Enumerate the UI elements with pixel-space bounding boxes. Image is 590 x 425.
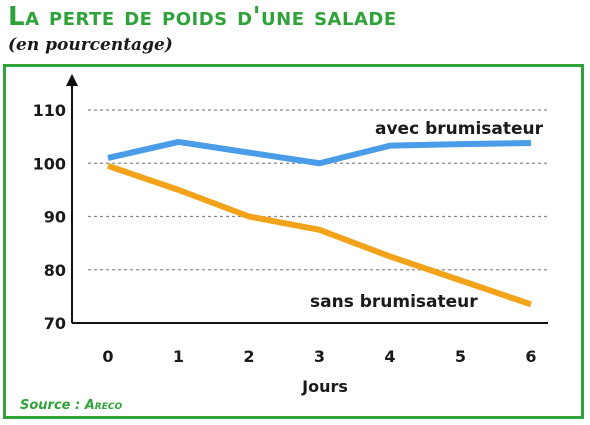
- x-tick-3: 3: [314, 347, 325, 366]
- x-tick-0: 0: [102, 347, 113, 366]
- x-tick-6: 6: [525, 347, 536, 366]
- chart-frame: [3, 64, 584, 419]
- y-tick-70: 70: [44, 314, 66, 333]
- y-tick-labels: 70 80 90 100 110: [33, 101, 66, 333]
- x-tick-labels: 0 1 2 3 4 5 6: [102, 347, 536, 366]
- x-tick-5: 5: [455, 347, 466, 366]
- x-tick-2: 2: [243, 347, 254, 366]
- series-label-avec-brumisateur: avec brumisateur: [375, 119, 544, 139]
- y-axis-arrow: [66, 74, 78, 86]
- source-prefix: Source :: [20, 398, 81, 413]
- y-tick-80: 80: [44, 261, 66, 280]
- x-tick-4: 4: [384, 347, 395, 366]
- x-axis-title: Jours: [301, 377, 348, 396]
- source-note: Source : Areco: [20, 398, 122, 413]
- series-line-2: [107, 163, 532, 308]
- y-tick-110: 110: [33, 101, 66, 120]
- series: [107, 138, 532, 308]
- series-label-sans-brumisateur: sans brumisateur: [310, 292, 478, 312]
- y-tick-100: 100: [33, 154, 66, 173]
- axes: [66, 74, 548, 324]
- chart-title: La perte de poids d'une salade: [8, 2, 397, 32]
- series-line-1: [107, 138, 532, 167]
- source-org: Areco: [84, 398, 123, 413]
- chart-subtitle: (en pourcentage): [8, 35, 173, 55]
- x-tick-1: 1: [173, 347, 184, 366]
- y-tick-90: 90: [44, 208, 66, 227]
